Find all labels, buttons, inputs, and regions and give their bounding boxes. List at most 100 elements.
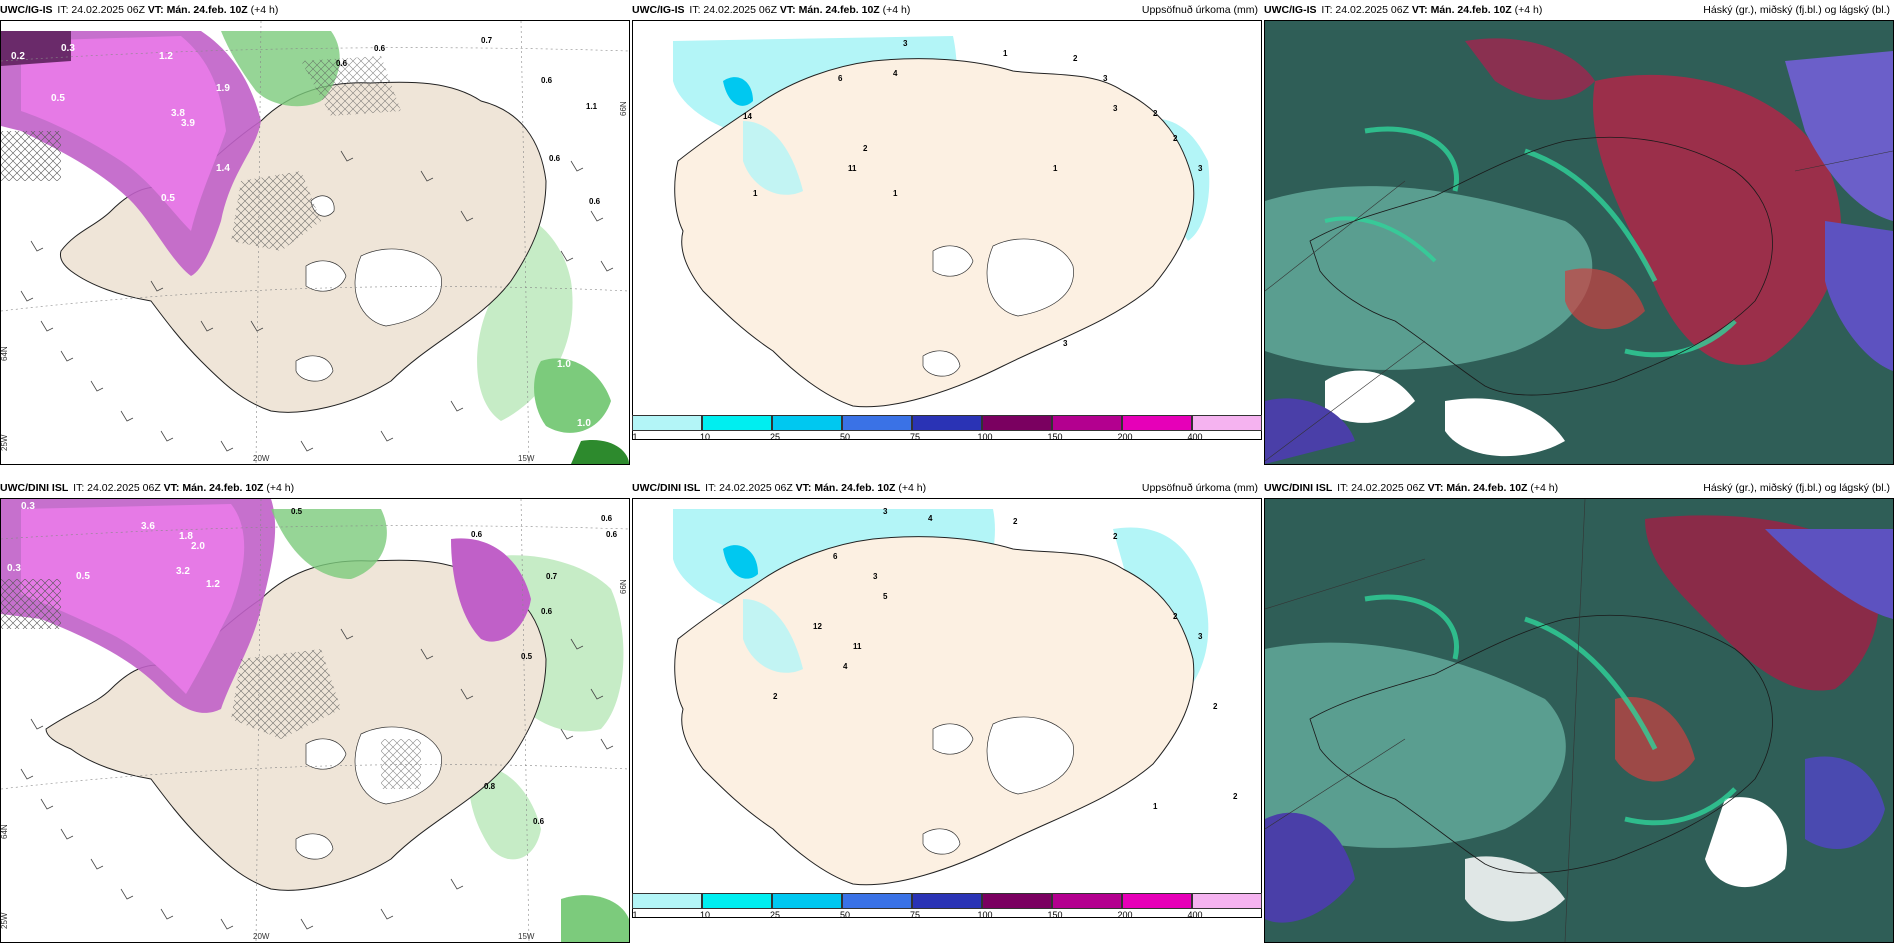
axis-label-25w: 25W: [1, 912, 9, 929]
colorbar: 1 10 25 50 75 100 150 200 400: [632, 893, 1262, 923]
value-label: 1.2: [206, 579, 220, 590]
init-time: IT: 24.02.2025 06Z: [1337, 482, 1425, 494]
model-name: UWC/IG-IS: [632, 4, 685, 16]
value-label: 2.0: [191, 541, 205, 552]
axis-label-25w: 25W: [1, 434, 9, 451]
precip-value: 5: [883, 592, 888, 601]
precip-value: 3: [1063, 339, 1068, 348]
valid-time: Mán. 24.feb. 10Z: [1430, 4, 1512, 16]
value-label: 3.6: [141, 521, 155, 532]
precip-value: 1: [1003, 49, 1008, 58]
colorbar-tick: 100: [977, 910, 993, 920]
colorbar-swatch: [772, 415, 842, 431]
map-title: Uppsöfnuð úrkoma (mm): [1141, 482, 1258, 494]
map-clouds[interactable]: [1264, 498, 1894, 943]
panel-precip-bottom: UWC/DINI ISL IT: 24.02.2025 06Z VT: Mán.…: [632, 478, 1262, 943]
value-label: 0.5: [76, 571, 90, 582]
panel-header: UWC/DINI ISL IT: 24.02.2025 06Z VT: Mán.…: [0, 478, 630, 498]
map-title: Uppsöfnuð úrkoma (mm): [1141, 4, 1258, 16]
colorbar-tick: 1: [632, 910, 638, 920]
colorbar-tick: 25: [769, 910, 781, 920]
panel-wind-top: UWC/IG-IS IT: 24.02.2025 06Z VT: Mán. 24…: [0, 0, 630, 465]
init-time: IT: 24.02.2025 06Z: [73, 482, 161, 494]
map-clouds[interactable]: [1264, 20, 1894, 465]
lead-time: (+4 h): [250, 4, 279, 16]
value-label: 0.7: [546, 572, 558, 581]
lead-time: (+4 h): [1514, 4, 1543, 16]
colorbar-swatch: [1122, 893, 1192, 909]
value-label: 0.6: [589, 197, 601, 206]
init-time: IT: 24.02.2025 06Z: [1321, 4, 1409, 16]
vt-label: VT:: [163, 482, 180, 494]
value-label: 0.2: [11, 51, 25, 62]
colorbar-tick: 10: [699, 910, 711, 920]
axis-label-15w: 15W: [518, 454, 535, 463]
value-label: 0.3: [61, 43, 75, 54]
colorbar-swatch: [1122, 415, 1192, 431]
lead-time: (+4 h): [1530, 482, 1559, 494]
vt-label: VT:: [1411, 4, 1428, 16]
colorbar-tick: 50: [839, 432, 851, 442]
vt-label: VT:: [1427, 482, 1444, 494]
precip-value: 11: [853, 642, 862, 651]
vt-label: VT:: [795, 482, 812, 494]
map-wind[interactable]: 0.3 0.3 2.0 1.8 3.6 3.2 1.2 0.5 0.5 0.6 …: [0, 498, 630, 943]
colorbar-tick: 100: [977, 432, 993, 442]
value-label: 0.6: [601, 514, 613, 523]
value-label: 3.2: [176, 566, 190, 577]
value-label: 1.8: [179, 531, 193, 542]
precip-value: 3: [1198, 164, 1203, 173]
axis-label-20w: 20W: [253, 932, 270, 941]
lead-time: (+4 h): [898, 482, 927, 494]
value-label: 1.9: [216, 83, 230, 94]
panel-header: UWC/IG-IS IT: 24.02.2025 06Z VT: Mán. 24…: [632, 0, 1262, 20]
panel-wind-bottom: UWC/DINI ISL IT: 24.02.2025 06Z VT: Mán.…: [0, 478, 630, 943]
vt-label: VT:: [779, 4, 796, 16]
valid-time: Mán. 24.feb. 10Z: [798, 4, 880, 16]
colorbar-tick: 1: [632, 432, 638, 442]
precip-value: 1: [1153, 802, 1158, 811]
colorbar-tick: 50: [839, 910, 851, 920]
map-wind[interactable]: 0.3 0.2 0.5 1.2 1.9 3.9 3.8 1.4 0.5 0.6 …: [0, 20, 630, 465]
model-name: UWC/DINI ISL: [1264, 482, 1333, 494]
map-precip[interactable]: 3 6 4 1 2 3 3 2 2 3 1 1 14 11 1 2 3 1: [632, 20, 1262, 440]
colorbar-tick: 150: [1047, 432, 1063, 442]
value-label: 0.7: [481, 36, 493, 45]
colorbar-swatch: [632, 893, 702, 909]
precip-value: 2: [1173, 134, 1178, 143]
valid-time: Mán. 24.feb. 10Z: [182, 482, 264, 494]
colorbar-tick: 75: [909, 910, 921, 920]
map-precip[interactable]: 3 4 2 2 6 12 11 5 3 4 2 3 2 2 1 2: [632, 498, 1262, 918]
colorbar-tick: 25: [769, 432, 781, 442]
colorbar-swatch: [632, 415, 702, 431]
value-label: 1.4: [216, 163, 230, 174]
colorbar-swatch: [1052, 893, 1122, 909]
colorbar-swatch: [1192, 893, 1262, 909]
precip-value: 2: [1173, 612, 1178, 621]
axis-label-66n: 66N: [619, 101, 628, 116]
model-name: UWC/DINI ISL: [0, 482, 69, 494]
precip-value: 1: [893, 189, 898, 198]
value-label: 0.6: [606, 530, 618, 539]
colorbar-tick: 200: [1117, 432, 1133, 442]
value-label: 0.3: [21, 501, 35, 512]
colorbar-tick: 10: [699, 432, 711, 442]
map-title: Háský (gr.), miðský (fj.bl.) og lágský (…: [1703, 4, 1890, 16]
axis-label-20w: 20W: [253, 454, 270, 463]
model-name: UWC/IG-IS: [1264, 4, 1317, 16]
panel-header: UWC/DINI ISL IT: 24.02.2025 06Z VT: Mán.…: [1264, 478, 1894, 498]
precip-value: 12: [813, 622, 822, 631]
precip-value: 11: [848, 164, 857, 173]
model-name: UWC/DINI ISL: [632, 482, 701, 494]
colorbar-tick: 75: [909, 432, 921, 442]
value-label: 0.6: [336, 59, 348, 68]
colorbar-swatch: [1192, 415, 1262, 431]
panel-precip-top: UWC/IG-IS IT: 24.02.2025 06Z VT: Mán. 24…: [632, 0, 1262, 465]
precip-value: 3: [1103, 74, 1108, 83]
vt-label: VT:: [147, 4, 164, 16]
value-label: 0.3: [7, 563, 21, 574]
precip-value: 2: [773, 692, 778, 701]
value-label: 1.2: [159, 51, 173, 62]
colorbar-swatch: [1052, 415, 1122, 431]
valid-time: Mán. 24.feb. 10Z: [1446, 482, 1528, 494]
